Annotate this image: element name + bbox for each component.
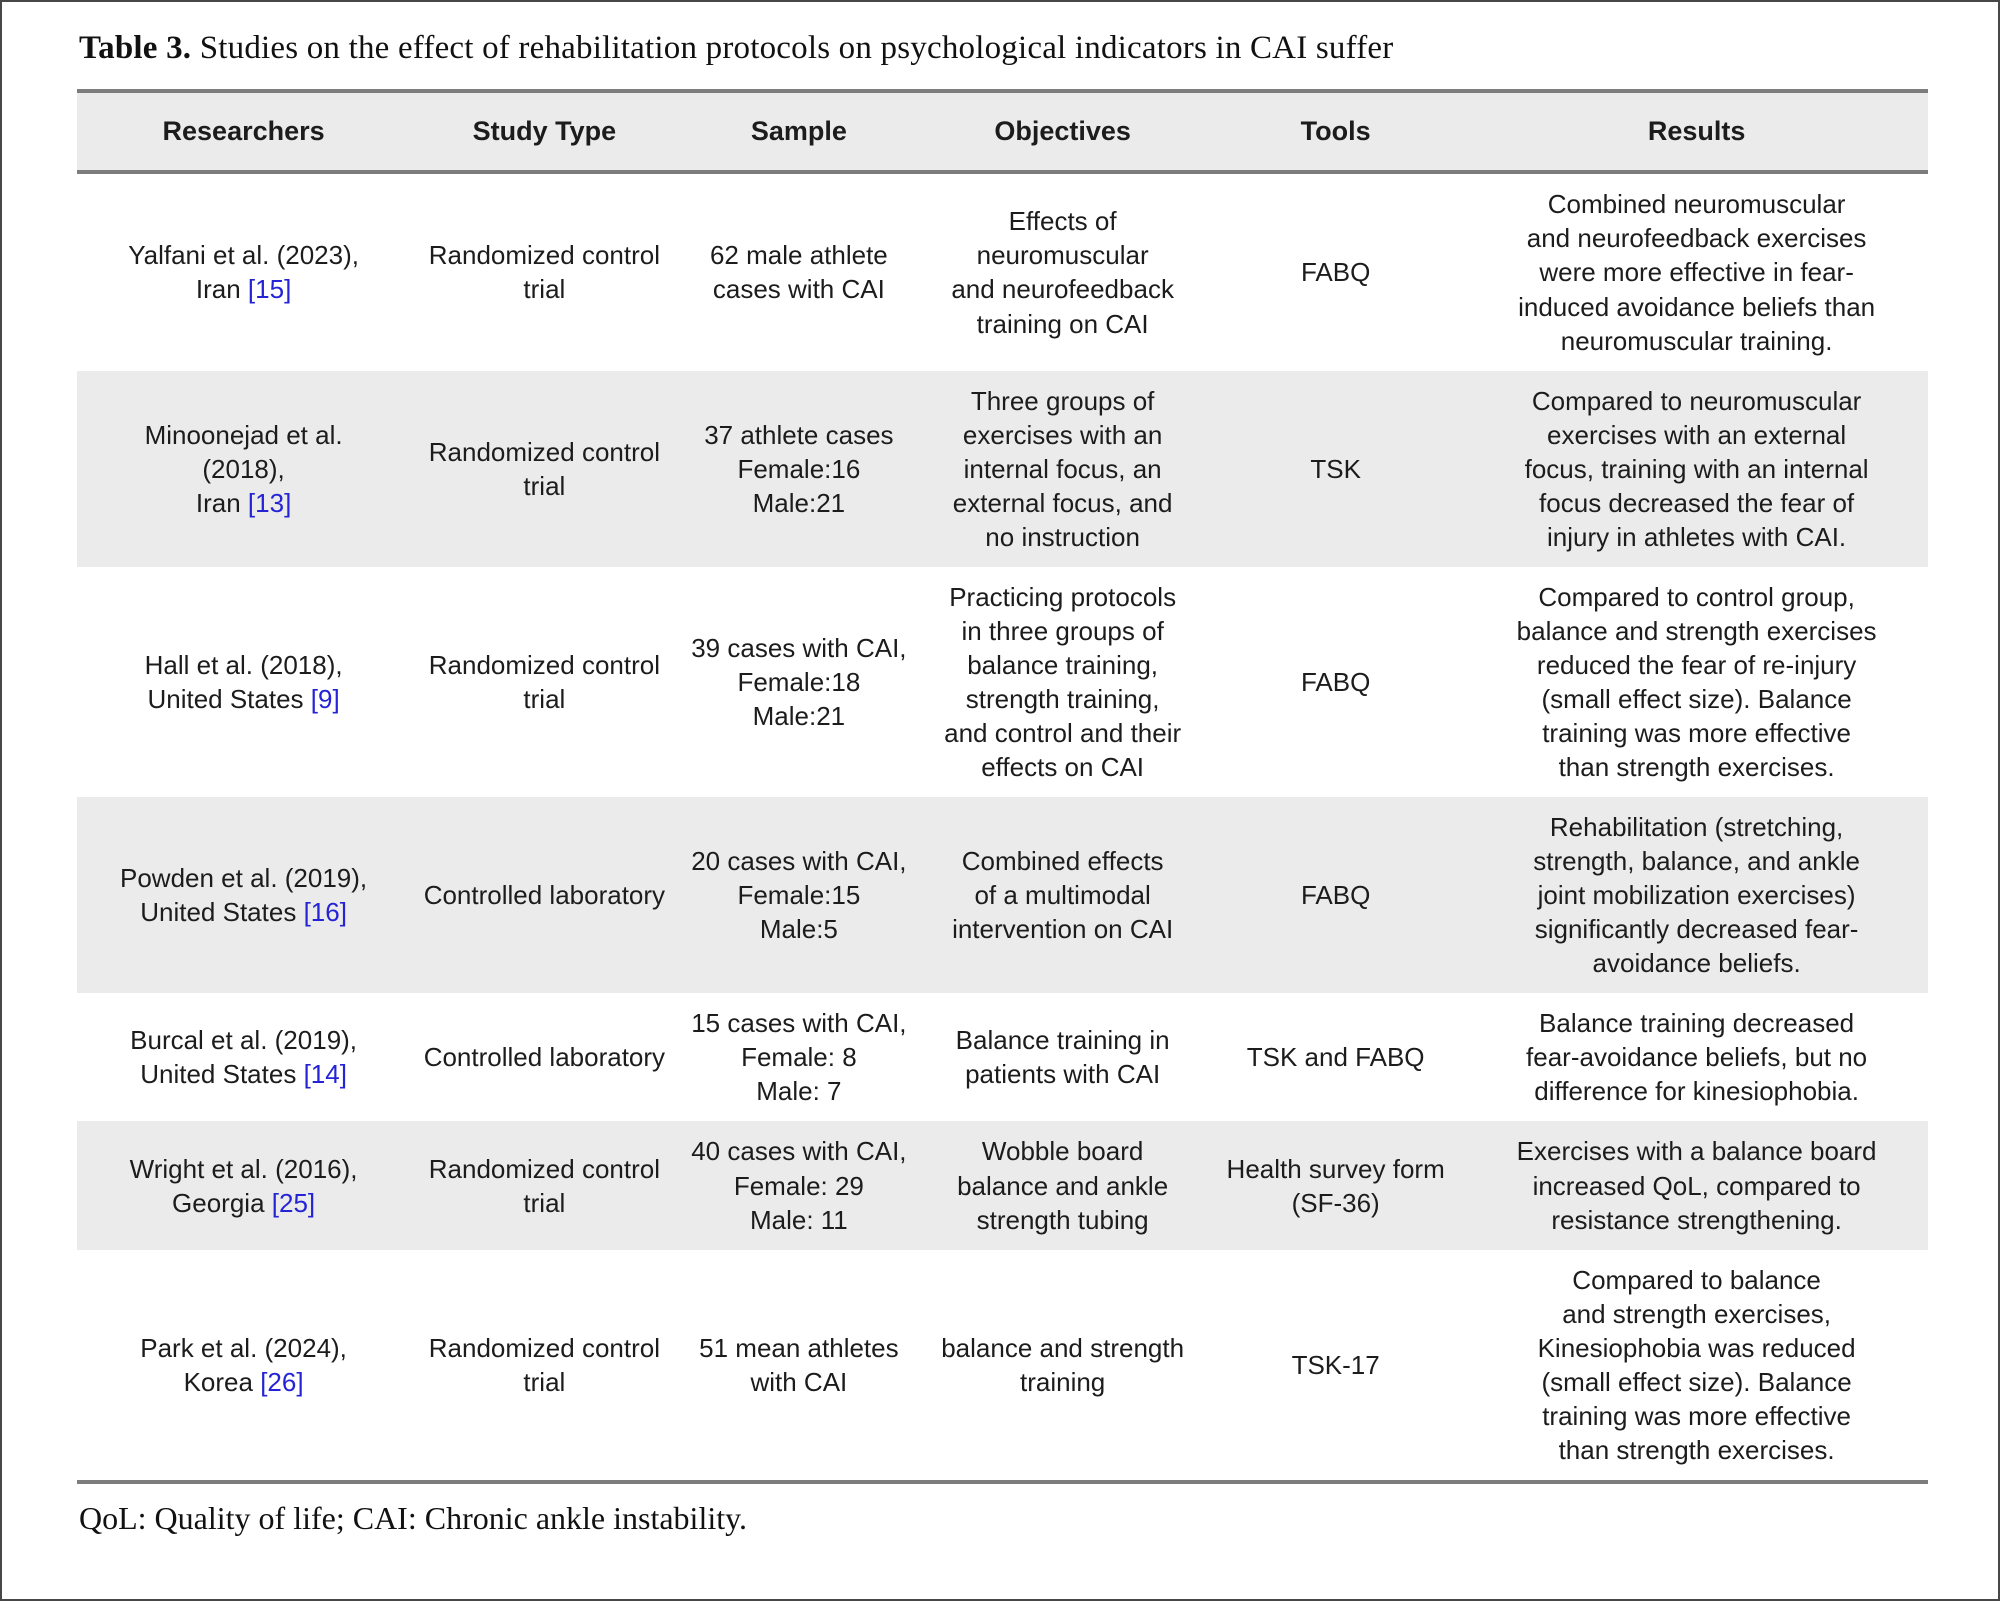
citation-ref[interactable]: [13] [247, 487, 292, 518]
study-type-cell: Randomized control trial [428, 1332, 660, 1397]
objectives-cell: Combined effects of a multimodal interve… [952, 846, 1174, 945]
citation-ref[interactable]: [14] [303, 1059, 347, 1090]
results-cell: Compared to neuromuscular exercises with… [1524, 385, 1869, 552]
sample-cell: 40 cases with CAI, Female: 29 Male: 11 [691, 1136, 907, 1235]
header-study-type: Study Type [410, 91, 679, 175]
researcher-cell: Hall et al. (2018), United States [9] [77, 567, 410, 797]
study-type-cell: Controlled laboratory [423, 880, 666, 911]
sample-cell: 37 athlete cases Female:16 Male:21 [704, 419, 894, 518]
results-cell: Combined neuromuscular and neurofeedback… [1518, 189, 1876, 356]
tools-cell: TSK [1310, 453, 1361, 484]
table-caption: Table 3. Studies on the effect of rehabi… [79, 30, 1928, 67]
researcher-name: Yalfani et al. (2023), Iran [128, 240, 359, 305]
tools-cell: TSK-17 [1291, 1349, 1380, 1380]
objectives-cell: Practicing protocols in three groups of … [944, 581, 1182, 783]
results-cell: Compared to balance and strength exercis… [1537, 1264, 1856, 1465]
sample-cell: 15 cases with CAI, Female: 8 Male: 7 [691, 1008, 907, 1107]
researcher-name: Burcal et al. (2019), United States [130, 1025, 358, 1090]
researcher-cell: Park et al. (2024), Korea [26] [77, 1250, 410, 1482]
sample-cell: 20 cases with CAI, Female:15 Male:5 [691, 846, 907, 945]
study-type-cell: Controlled laboratory [423, 1042, 666, 1073]
researcher-name: Park et al. (2024), Korea [140, 1332, 347, 1397]
study-type-cell: Randomized control trial [428, 649, 660, 714]
results-cell: Compared to control group, balance and s… [1516, 581, 1877, 783]
header-results: Results [1465, 91, 1928, 175]
sample-cell: 39 cases with CAI, Female:18 Male:21 [691, 632, 907, 731]
table-body: Yalfani et al. (2023), Iran [15] Randomi… [77, 172, 1928, 1482]
caption-label: Table 3. [79, 30, 192, 66]
table-row: Burcal et al. (2019), United States [14]… [77, 993, 1928, 1121]
results-cell: Exercises with a balance board increased… [1516, 1136, 1877, 1235]
study-type-cell: Randomized control trial [428, 436, 660, 501]
citation-ref[interactable]: [26] [260, 1366, 304, 1397]
table-row: Powden et al. (2019), United States [16]… [77, 797, 1928, 994]
table-row: Park et al. (2024), Korea [26] Randomize… [77, 1250, 1928, 1482]
tools-cell: TSK and FABQ [1246, 1042, 1425, 1073]
header-objectives: Objectives [919, 91, 1207, 175]
researcher-cell: Powden et al. (2019), United States [16] [77, 797, 410, 993]
citation-ref[interactable]: [25] [271, 1187, 316, 1218]
table-header-row: Researchers Study Type Sample Objectives… [77, 91, 1928, 175]
researcher-name: Powden et al. (2019), United States [120, 863, 368, 928]
citation-ref[interactable]: [16] [303, 897, 347, 928]
researcher-cell: Burcal et al. (2019), United States [14] [77, 993, 410, 1121]
researcher-name: Minoonejad et al. (2018), Iran [144, 419, 343, 518]
page-root: Table 3. Studies on the effect of rehabi… [2, 2, 1998, 1537]
researcher-cell: Yalfani et al. (2023), Iran [15] [77, 172, 410, 370]
sample-cell: 62 male athlete cases with CAI [709, 240, 888, 305]
results-cell: Rehabilitation (stretching, strength, ba… [1533, 812, 1860, 979]
objectives-cell: Wobble board balance and ankle strength … [957, 1136, 1169, 1235]
researcher-cell: Wright et al. (2016), Georgia [25] [77, 1121, 410, 1249]
tools-cell: FABQ [1300, 666, 1371, 697]
objectives-cell: balance and strength training [941, 1332, 1185, 1397]
researcher-name: Hall et al. (2018), United States [144, 649, 343, 714]
table-row: Wright et al. (2016), Georgia [25] Rando… [77, 1121, 1928, 1250]
citation-ref[interactable]: [9] [310, 683, 340, 714]
study-type-cell: Randomized control trial [428, 240, 660, 305]
tools-cell: Health survey form (SF-36) [1226, 1153, 1445, 1218]
header-tools: Tools [1206, 91, 1466, 175]
results-cell: Balance training decreased fear-avoidanc… [1526, 1008, 1868, 1107]
table-row: Minoonejad et al. (2018), Iran [13] Rand… [77, 370, 1928, 567]
caption-text: Studies on the effect of rehabilitation … [199, 30, 1394, 66]
study-type-cell: Randomized control trial [428, 1153, 660, 1218]
citation-ref[interactable]: [15] [247, 274, 292, 305]
table-row: Yalfani et al. (2023), Iran [15] Randomi… [77, 172, 1928, 370]
footnote: QoL: Quality of life; CAI: Chronic ankle… [79, 1499, 748, 1536]
header-sample: Sample [678, 91, 920, 175]
sample-cell: 51 mean athletes with CAI [699, 1332, 899, 1397]
table-row: Hall et al. (2018), United States [9] Ra… [77, 567, 1928, 797]
tools-cell: FABQ [1300, 880, 1371, 911]
researcher-name: Wright et al. (2016), Georgia [129, 1153, 358, 1218]
objectives-cell: Three groups of exercises with an intern… [952, 385, 1173, 552]
researcher-cell: Minoonejad et al. (2018), Iran [13] [77, 371, 410, 567]
studies-table: Researchers Study Type Sample Objectives… [77, 89, 1928, 1484]
objectives-cell: Balance training in patients with CAI [955, 1025, 1170, 1090]
header-researchers: Researchers [77, 91, 411, 175]
tools-cell: FABQ [1300, 257, 1371, 288]
objectives-cell: Effects of neuromuscular and neurofeedba… [951, 206, 1174, 339]
